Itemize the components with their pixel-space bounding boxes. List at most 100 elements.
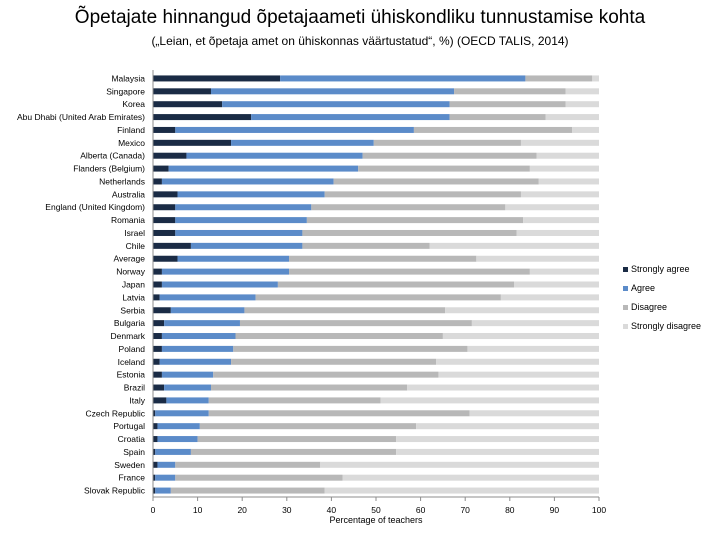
bar-agree [164, 384, 211, 391]
legend-label: Strongly agree [631, 264, 690, 274]
bar-strongly-disagree [438, 371, 599, 378]
x-tick-label: 10 [193, 505, 203, 515]
bar-strongly-agree [153, 333, 162, 340]
x-tick-label: 30 [282, 505, 292, 515]
x-tick-label: 80 [505, 505, 515, 515]
bar-strongly-agree [153, 152, 187, 159]
bar-strongly-agree [153, 139, 232, 146]
bar-strongly-disagree [445, 307, 599, 314]
bar-disagree [208, 397, 381, 404]
bar-strongly-agree [153, 320, 165, 327]
bar-strongly-agree [153, 448, 156, 455]
category-label: Finland [117, 125, 145, 135]
category-label: Average [113, 254, 145, 264]
category-labels: Malaysia Singapore Korea Abu Dhabi (United … [17, 73, 146, 495]
bar-agree [166, 397, 209, 404]
bar-strongly-disagree [407, 384, 599, 391]
x-tick-label: 60 [416, 505, 426, 515]
bar-strongly-agree [153, 217, 176, 224]
bar-disagree [244, 307, 446, 314]
bar-strongly-disagree [565, 88, 599, 95]
bar-strongly-disagree [416, 423, 599, 430]
x-tick-label: 90 [550, 505, 560, 515]
category-label: Chile [126, 241, 146, 251]
bar-strongly-disagree [342, 474, 599, 481]
bar-strongly-disagree [469, 410, 599, 417]
bar-strongly-disagree [529, 165, 599, 172]
chart-subtitle: („Leian, et õpetaja amet on ühiskonnas v… [151, 34, 569, 48]
bar-strongly-agree [153, 229, 176, 236]
bar-strongly-agree [153, 294, 160, 301]
category-label: Alberta (Canada) [80, 151, 145, 161]
x-tick-label: 70 [460, 505, 470, 515]
legend-swatch [623, 267, 628, 272]
bar-strongly-agree [153, 384, 165, 391]
bar-strongly-agree [153, 358, 160, 365]
category-label: Slovak Republic [84, 486, 146, 496]
category-label: Denmark [111, 331, 146, 341]
category-label: Iceland [118, 357, 146, 367]
bar-agree [161, 345, 234, 352]
category-label: Brazil [124, 383, 145, 393]
bar-disagree [362, 152, 537, 159]
bar-disagree [197, 436, 397, 443]
bar-strongly-agree [153, 242, 191, 249]
bar-strongly-disagree [536, 152, 599, 159]
bar-disagree [373, 139, 521, 146]
bar-disagree [302, 229, 517, 236]
x-axis-label: Percentage of teachers [329, 515, 423, 525]
bar-agree [175, 204, 312, 211]
bar-strongly-agree [153, 474, 156, 481]
category-label: Bulgaria [114, 318, 145, 328]
bar-agree [168, 165, 359, 172]
category-label: Mexico [118, 138, 145, 148]
bar-agree [175, 229, 303, 236]
bar-agree [280, 75, 526, 82]
bar-strongly-agree [153, 255, 178, 262]
x-tick-label: 0 [151, 505, 156, 515]
bar-strongly-disagree [396, 436, 599, 443]
bar-disagree [289, 268, 530, 275]
category-label: Portugal [113, 421, 145, 431]
bar-disagree [302, 242, 430, 249]
bar-agree [155, 474, 176, 481]
bar-strongly-disagree [572, 126, 599, 133]
category-label: Malaysia [111, 73, 145, 83]
x-tick-label: 100 [592, 505, 606, 515]
bar-disagree [311, 204, 506, 211]
bar-strongly-disagree [545, 114, 599, 121]
bar-disagree [239, 320, 472, 327]
bar-agree [170, 307, 245, 314]
bar-disagree [175, 474, 343, 481]
category-label: Abu Dhabi (United Arab Emirates) [17, 112, 145, 122]
bar-agree [157, 423, 200, 430]
legend: Strongly agree Agree Disagree Strongly disa… [623, 264, 701, 331]
bar-disagree [306, 217, 524, 224]
bar-agree [222, 101, 450, 108]
category-label: Korea [122, 99, 145, 109]
bar-disagree [255, 294, 501, 301]
category-label: Sweden [114, 460, 145, 470]
bar-disagree [233, 345, 468, 352]
legend-swatch [623, 305, 628, 310]
bar-disagree [190, 448, 397, 455]
category-label: Estonia [117, 370, 146, 380]
legend-swatch [623, 324, 628, 329]
bar-disagree [449, 101, 566, 108]
bar-strongly-disagree [520, 139, 599, 146]
bar-strongly-disagree [396, 448, 599, 455]
bar-strongly-disagree [592, 75, 599, 82]
category-label: Japan [122, 280, 145, 290]
bar-strongly-agree [153, 126, 176, 133]
bar-agree [161, 281, 278, 288]
bar-disagree [199, 423, 417, 430]
bar-agree [157, 461, 176, 468]
legend-label: Agree [631, 283, 655, 293]
bar-strongly-disagree [476, 255, 599, 262]
bar-strongly-agree [153, 101, 223, 108]
x-tick-label: 20 [237, 505, 247, 515]
bar-disagree [231, 358, 437, 365]
bar-agree [164, 320, 240, 327]
bar-strongly-agree [153, 307, 171, 314]
